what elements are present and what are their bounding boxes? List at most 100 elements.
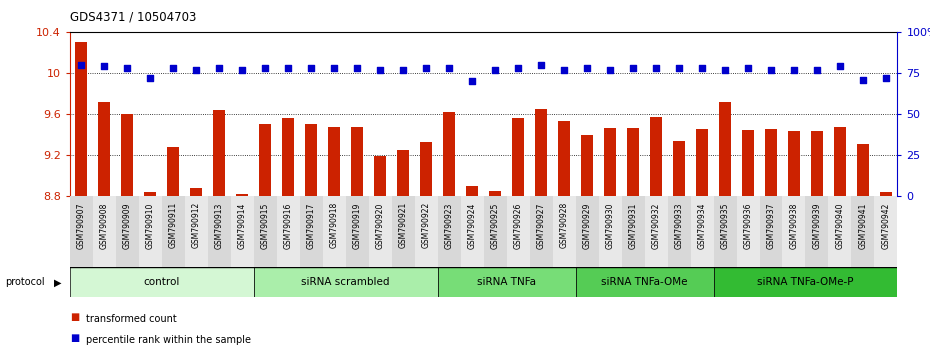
Text: GSM790927: GSM790927 [537, 202, 546, 249]
Text: GSM790934: GSM790934 [698, 202, 707, 249]
Bar [713, 196, 737, 267]
Bar [115, 196, 139, 267]
Bar [231, 196, 254, 267]
Bar [880, 192, 892, 196]
Text: GSM790919: GSM790919 [352, 202, 362, 249]
Text: GSM790917: GSM790917 [307, 202, 315, 249]
Text: GSM790929: GSM790929 [582, 202, 591, 249]
Point [73, 62, 88, 68]
Bar [122, 114, 133, 196]
Point [304, 65, 319, 71]
Bar [628, 127, 639, 196]
Text: GSM790930: GSM790930 [605, 202, 615, 249]
Bar [650, 117, 662, 196]
Text: GSM790915: GSM790915 [260, 202, 270, 249]
Text: GSM790935: GSM790935 [721, 202, 729, 249]
Bar [829, 196, 852, 267]
Point [832, 64, 847, 69]
Text: ■: ■ [70, 312, 79, 322]
Bar [552, 196, 576, 267]
Bar [466, 186, 478, 196]
Point [579, 65, 594, 71]
Text: GSM790940: GSM790940 [835, 202, 844, 249]
Point [671, 65, 686, 71]
Bar [214, 110, 225, 196]
Point [787, 67, 802, 73]
Point [879, 75, 894, 81]
Bar [299, 196, 323, 267]
Bar [782, 196, 805, 267]
Point [856, 77, 870, 82]
Text: GSM790938: GSM790938 [790, 202, 799, 249]
Point [764, 67, 778, 73]
Bar [512, 118, 524, 196]
Point [350, 65, 365, 71]
Bar [75, 42, 87, 196]
Bar [99, 102, 110, 196]
Bar [536, 109, 547, 196]
Text: GSM790933: GSM790933 [674, 202, 684, 249]
Bar [438, 196, 460, 267]
Bar [713, 267, 897, 297]
Point [740, 65, 755, 71]
Text: GSM790939: GSM790939 [813, 202, 821, 249]
Bar [834, 126, 845, 196]
Bar [857, 144, 869, 196]
Bar [162, 196, 185, 267]
Bar [805, 196, 829, 267]
Text: GSM790924: GSM790924 [468, 202, 476, 249]
Bar [375, 156, 386, 196]
Text: GSM790914: GSM790914 [238, 202, 246, 249]
Text: GSM790911: GSM790911 [168, 202, 178, 249]
Text: siRNA TNFa-OMe-P: siRNA TNFa-OMe-P [757, 277, 854, 287]
Bar [581, 135, 592, 196]
Bar [346, 196, 368, 267]
Point [143, 75, 158, 81]
Bar [283, 118, 294, 196]
Point [557, 67, 572, 73]
Text: GSM790913: GSM790913 [215, 202, 224, 249]
Bar [167, 147, 179, 196]
Bar [789, 131, 800, 196]
Text: percentile rank within the sample: percentile rank within the sample [86, 335, 251, 345]
Text: GDS4371 / 10504703: GDS4371 / 10504703 [70, 11, 196, 24]
Bar [254, 267, 438, 297]
Bar [254, 196, 276, 267]
Bar [760, 196, 782, 267]
Point [418, 65, 433, 71]
Point [189, 67, 204, 73]
Point [166, 65, 180, 71]
Bar [529, 196, 552, 267]
Text: GSM790932: GSM790932 [652, 202, 660, 249]
Bar [415, 196, 438, 267]
Point [395, 67, 410, 73]
Text: ▶: ▶ [54, 277, 61, 287]
Point [442, 65, 457, 71]
Text: GSM790916: GSM790916 [284, 202, 293, 249]
Point [809, 67, 824, 73]
Bar [368, 196, 392, 267]
Bar [323, 196, 346, 267]
Point [120, 65, 135, 71]
Point [534, 62, 549, 68]
Bar [236, 194, 248, 196]
Text: siRNA scrambled: siRNA scrambled [301, 277, 390, 287]
Bar [765, 129, 777, 196]
Point [487, 67, 502, 73]
Bar [621, 196, 644, 267]
Bar [305, 125, 317, 196]
Text: siRNA TNFa-OMe: siRNA TNFa-OMe [602, 277, 688, 287]
Text: siRNA TNFa: siRNA TNFa [477, 277, 536, 287]
Bar [558, 121, 570, 196]
Text: GSM790921: GSM790921 [399, 202, 407, 249]
Text: GSM790922: GSM790922 [421, 202, 431, 249]
Bar [644, 196, 668, 267]
Bar [276, 196, 299, 267]
Text: GSM790925: GSM790925 [491, 202, 499, 249]
Bar [811, 131, 823, 196]
Point [373, 67, 388, 73]
Bar [742, 130, 753, 196]
Text: GSM790910: GSM790910 [146, 202, 154, 249]
Point [695, 65, 710, 71]
Text: GSM790907: GSM790907 [77, 202, 86, 249]
